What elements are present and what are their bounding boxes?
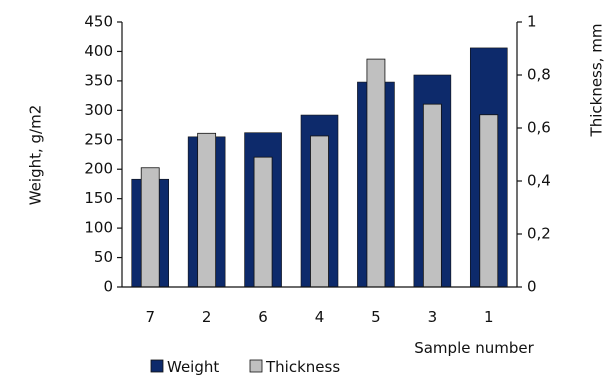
bar-thickness-sample-6 xyxy=(253,156,273,288)
right-axis-ticks: 0 0,2 0,4 0,6 0,8 1 xyxy=(517,13,551,296)
left-tick-label: 150 xyxy=(84,189,113,207)
left-tick-label: 300 xyxy=(84,101,113,119)
legend-weight-swatch xyxy=(150,359,164,373)
right-tick-label: 1 xyxy=(527,13,537,31)
left-tick-label: 100 xyxy=(84,219,113,237)
bars-layer xyxy=(131,47,508,288)
left-tick-label: 50 xyxy=(94,248,113,266)
right-tick-label: 0 xyxy=(527,278,537,296)
x-tick-label: 1 xyxy=(484,308,494,326)
right-axis-label: Thickness, mm xyxy=(588,24,606,138)
legend: Weight Thickness xyxy=(150,358,340,376)
bar-thickness-sample-7 xyxy=(140,167,160,288)
left-tick-label: 0 xyxy=(103,278,113,296)
x-axis-ticks: 7 2 6 4 5 3 1 xyxy=(145,308,493,326)
left-tick-label: 350 xyxy=(84,71,113,89)
left-axis-ticks: 0 50 100 150 200 250 300 350 400 450 xyxy=(84,13,122,296)
legend-weight-label: Weight xyxy=(167,358,219,376)
left-tick-label: 200 xyxy=(84,160,113,178)
x-tick-label: 7 xyxy=(145,308,155,326)
right-tick-label: 0,6 xyxy=(527,119,551,137)
right-tick-label: 0,4 xyxy=(527,172,551,190)
bar-thickness-sample-5 xyxy=(366,58,386,288)
bar-thickness-sample-3 xyxy=(422,103,442,288)
legend-thickness-label: Thickness xyxy=(265,358,340,376)
left-axis-label: Weight, g/m2 xyxy=(27,105,45,206)
bar-thickness-sample-1 xyxy=(479,114,499,288)
right-tick-label: 0,2 xyxy=(527,225,551,243)
x-tick-label: 5 xyxy=(371,308,381,326)
left-tick-label: 250 xyxy=(84,130,113,148)
x-tick-label: 6 xyxy=(258,308,268,326)
left-tick-label: 400 xyxy=(84,42,113,60)
x-tick-label: 3 xyxy=(428,308,438,326)
right-tick-label: 0,8 xyxy=(527,66,551,84)
x-axis-label: Sample number xyxy=(414,339,534,357)
bar-thickness-sample-4 xyxy=(310,135,329,288)
bar-thickness-sample-2 xyxy=(197,132,217,288)
x-tick-label: 2 xyxy=(202,308,212,326)
left-tick-label: 450 xyxy=(84,13,113,31)
x-tick-label: 4 xyxy=(315,308,325,326)
legend-thickness-swatch xyxy=(249,359,263,373)
